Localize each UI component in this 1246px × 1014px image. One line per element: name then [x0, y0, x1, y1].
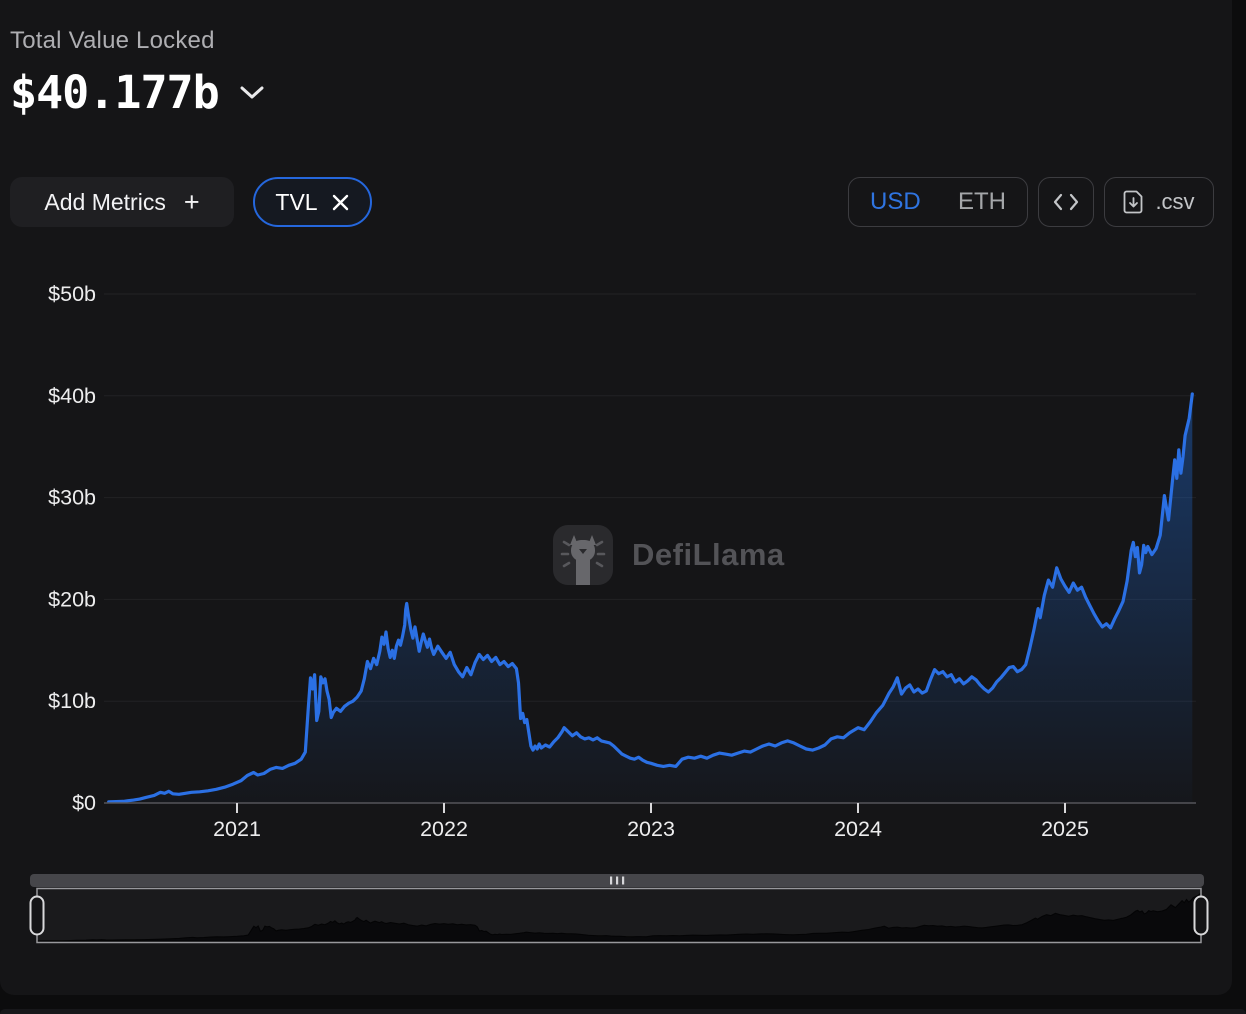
x-tick-label: 2023 [627, 817, 675, 841]
scrollbar-grip-icon[interactable] [610, 876, 625, 885]
brush-handle-right[interactable] [1193, 895, 1209, 936]
y-tick-label: $20b [48, 587, 96, 611]
x-tick-label: 2024 [834, 817, 882, 841]
x-axis-ticks: 2021 2022 2023 2024 2025 [213, 803, 1089, 841]
embed-code-button[interactable] [1038, 177, 1094, 227]
tvl-area-fill [108, 394, 1193, 803]
kpi-title: Total Value Locked [10, 27, 215, 54]
brush-mini-area [36, 891, 1202, 942]
chevron-down-icon[interactable] [239, 85, 265, 100]
kpi-value-dropdown[interactable]: $40.177b [10, 64, 265, 120]
x-tick-label: 2022 [420, 817, 468, 841]
csv-label: .csv [1155, 189, 1195, 214]
plus-icon: + [183, 186, 200, 217]
download-file-icon [1123, 190, 1144, 214]
currency-option-eth[interactable]: ETH [958, 188, 1006, 215]
time-range-brush[interactable] [0, 866, 1246, 958]
add-metrics-label: Add Metrics [44, 188, 166, 215]
brush-handle-left[interactable] [29, 895, 45, 936]
y-tick-label: $40b [48, 384, 96, 408]
add-metrics-button[interactable]: Add Metrics + [10, 177, 234, 227]
x-tick-label: 2021 [213, 817, 261, 841]
y-tick-label: $50b [48, 282, 96, 306]
y-tick-label: $30b [48, 486, 96, 510]
y-axis-labels: $0 $10b $20b $30b $40b $50b [48, 282, 96, 815]
tvl-chart[interactable]: $0$10b$20b$30b$40b$50b 2021 2022 2023 2024 2… [0, 260, 1246, 864]
metric-pill-tvl[interactable]: TVL [253, 177, 372, 227]
tvl-line [107, 392, 1194, 804]
currency-toggle[interactable]: USD ETH [848, 177, 1028, 227]
y-tick-label: $10b [48, 689, 96, 713]
y-tick-label: $0 [72, 791, 96, 815]
x-tick-label: 2025 [1041, 817, 1089, 841]
code-brackets-icon [1053, 192, 1079, 212]
metric-pill-label: TVL [275, 188, 318, 215]
kpi-value: $40.177b [10, 65, 220, 119]
next-section-edge [0, 1009, 1246, 1014]
close-icon[interactable] [331, 193, 350, 212]
download-csv-button[interactable]: .csv [1104, 177, 1214, 227]
currency-option-usd[interactable]: USD [870, 188, 921, 215]
